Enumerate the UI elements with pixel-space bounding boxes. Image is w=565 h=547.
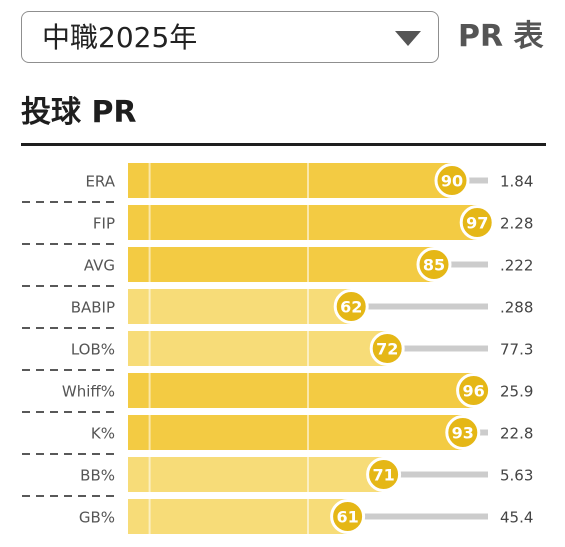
- stat-value-label: 5.63: [500, 467, 533, 485]
- pr-track: [351, 303, 488, 310]
- pr-bar: [128, 205, 478, 240]
- pr-bar: [128, 373, 474, 408]
- pr-marker: [459, 205, 495, 240]
- stat-value-label: 1.84: [500, 173, 533, 191]
- pr-value-label: 71: [372, 466, 394, 485]
- stat-value-label: 77.3: [500, 341, 533, 359]
- pr-row: 62 BABIP .288: [22, 289, 533, 329]
- season-select[interactable]: 中職2025年: [21, 11, 439, 63]
- category-label: BB%: [80, 467, 115, 485]
- pr-bar: [128, 247, 434, 282]
- category-label: FIP: [93, 215, 115, 233]
- category-label: K%: [91, 425, 115, 443]
- pr-value-label: 61: [336, 508, 358, 527]
- pr-value-label: 96: [462, 382, 484, 401]
- pr-table-link[interactable]: PR 表: [458, 19, 544, 54]
- pr-track: [383, 471, 488, 478]
- stat-value-label: .288: [500, 299, 533, 317]
- pr-track: [387, 345, 488, 352]
- pr-bar: [128, 499, 348, 534]
- pr-row: 85 AVG .222: [22, 247, 533, 287]
- pr-bar: [128, 289, 352, 324]
- pr-row: 61 GB% 45.4: [79, 499, 533, 534]
- pr-marker: [366, 457, 402, 492]
- pr-track: [347, 513, 488, 520]
- season-select-value: 中職2025年: [42, 21, 198, 54]
- pr-marker: [456, 373, 492, 408]
- pr-row: 97 FIP 2.28: [22, 205, 533, 245]
- chevron-down-icon: [395, 31, 421, 46]
- section-title: 投球 PR: [21, 95, 137, 130]
- pr-row: 72 LOB% 77.3: [22, 331, 533, 371]
- pr-value-label: 85: [423, 256, 445, 275]
- pr-bar: [128, 163, 452, 198]
- pr-marker: [416, 247, 452, 282]
- category-label: LOB%: [71, 341, 115, 359]
- pr-value-label: 97: [466, 214, 488, 233]
- pr-row: 90 ERA 1.84: [22, 163, 533, 203]
- pr-row: 93 K% 22.8: [22, 415, 533, 455]
- category-label: BABIP: [71, 299, 115, 317]
- pr-track: [434, 261, 488, 268]
- pr-value-label: 90: [441, 172, 463, 191]
- pr-value-label: 72: [376, 340, 398, 359]
- pr-value-label: 62: [340, 298, 362, 317]
- category-label: AVG: [84, 257, 115, 275]
- stat-value-label: 45.4: [500, 509, 533, 527]
- stat-value-label: 22.8: [500, 425, 533, 443]
- pr-bar: [128, 415, 463, 450]
- pr-bar: [128, 331, 388, 366]
- pr-marker: [369, 331, 405, 366]
- category-label: ERA: [85, 173, 115, 191]
- stat-value-label: .222: [500, 257, 533, 275]
- pr-row: 96 Whiff% 25.9: [22, 373, 533, 413]
- category-label: GB%: [79, 509, 115, 527]
- pr-value-label: 93: [452, 424, 474, 443]
- pr-track: [452, 177, 488, 184]
- pr-marker: [333, 289, 369, 324]
- pr-marker: [445, 415, 481, 450]
- section-divider: [21, 143, 546, 146]
- category-label: Whiff%: [62, 383, 115, 401]
- pr-marker: [330, 499, 366, 534]
- stat-value-label: 25.9: [500, 383, 533, 401]
- stat-value-label: 2.28: [500, 215, 533, 233]
- pr-bar: [128, 457, 384, 492]
- pr-row: 71 BB% 5.63: [22, 457, 533, 497]
- pr-marker: [434, 163, 470, 198]
